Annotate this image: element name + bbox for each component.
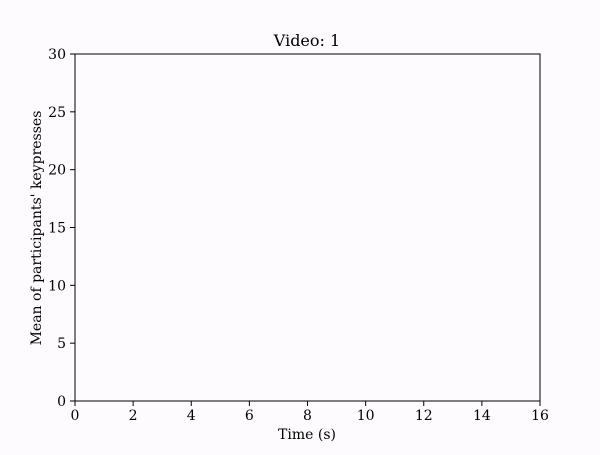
x-tick-label: 16 (531, 408, 549, 424)
y-tick-label: 15 (48, 221, 66, 237)
y-axis-ticks: 0 5 10 15 20 25 30 (48, 47, 75, 410)
x-tick-label: 0 (71, 408, 80, 424)
x-tick-label: 4 (187, 408, 196, 424)
chart-title: Video: 1 (273, 31, 340, 50)
y-axis-label: Mean of participants' keypresses (29, 111, 45, 346)
x-tick-label: 2 (129, 408, 138, 424)
y-tick-label: 20 (48, 163, 66, 179)
y-tick-label: 5 (57, 336, 66, 352)
x-axis-ticks: 0 2 4 6 8 10 12 14 16 (71, 401, 549, 424)
plot-area (74, 53, 541, 402)
y-tick-label: 25 (48, 105, 66, 121)
x-tick-label: 10 (357, 408, 375, 424)
x-tick-label: 14 (473, 408, 491, 424)
y-tick-label: 30 (48, 47, 66, 63)
x-tick-label: 6 (245, 408, 254, 424)
x-tick-label: 8 (303, 408, 312, 424)
y-tick-label: 10 (48, 278, 66, 294)
y-tick-label: 0 (57, 394, 66, 410)
x-tick-label: 12 (415, 408, 433, 424)
x-axis-label: Time (s) (278, 427, 336, 443)
